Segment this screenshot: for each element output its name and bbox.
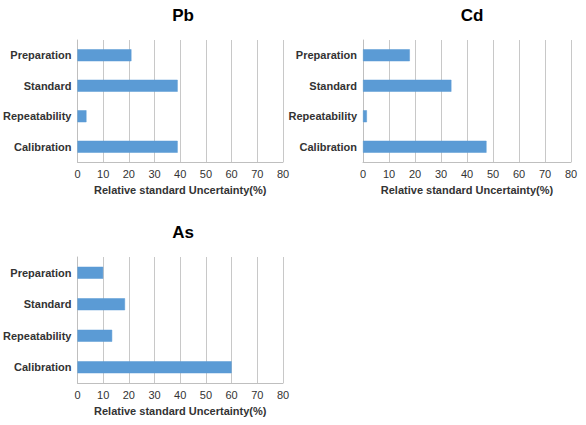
svg-text:Pb: Pb — [172, 6, 194, 25]
svg-text:Repeatability: Repeatability — [3, 330, 72, 342]
svg-text:Repeatability: Repeatability — [3, 110, 72, 122]
svg-text:20: 20 — [123, 168, 135, 180]
svg-text:Preparation: Preparation — [10, 49, 71, 61]
svg-text:20: 20 — [123, 389, 135, 401]
svg-text:70: 70 — [251, 168, 263, 180]
svg-text:70: 70 — [539, 168, 551, 180]
svg-text:60: 60 — [513, 168, 525, 180]
svg-text:40: 40 — [461, 168, 473, 180]
svg-text:80: 80 — [565, 168, 577, 180]
svg-text:Repeatability: Repeatability — [289, 110, 358, 122]
svg-text:20: 20 — [409, 168, 421, 180]
svg-text:Calibration: Calibration — [14, 361, 72, 373]
svg-text:Cd: Cd — [461, 6, 484, 25]
svg-text:70: 70 — [251, 389, 263, 401]
svg-text:Preparation: Preparation — [296, 49, 357, 61]
svg-text:Calibration: Calibration — [300, 141, 358, 153]
svg-text:80: 80 — [277, 168, 289, 180]
svg-text:0: 0 — [74, 389, 80, 401]
svg-text:30: 30 — [148, 168, 160, 180]
svg-text:Standard: Standard — [309, 80, 357, 92]
svg-text:Standard: Standard — [24, 298, 72, 310]
svg-text:30: 30 — [148, 389, 160, 401]
svg-text:50: 50 — [200, 389, 212, 401]
svg-text:60: 60 — [225, 389, 237, 401]
svg-text:Preparation: Preparation — [10, 267, 71, 279]
svg-text:Standard: Standard — [24, 80, 72, 92]
svg-text:60: 60 — [225, 168, 237, 180]
svg-text:Relative standard Uncertainty(: Relative standard Uncertainty(%) — [381, 184, 554, 196]
svg-text:10: 10 — [97, 389, 109, 401]
svg-text:Calibration: Calibration — [14, 141, 72, 153]
svg-text:80: 80 — [277, 389, 289, 401]
svg-text:Relative standard Uncertainty(: Relative standard Uncertainty(%) — [94, 184, 267, 196]
svg-text:40: 40 — [174, 168, 186, 180]
svg-text:40: 40 — [174, 389, 186, 401]
svg-text:50: 50 — [200, 168, 212, 180]
svg-text:0: 0 — [74, 168, 80, 180]
svg-text:10: 10 — [97, 168, 109, 180]
svg-text:Relative standard Uncertainty(: Relative standard Uncertainty(%) — [94, 405, 267, 417]
svg-text:0: 0 — [360, 168, 366, 180]
svg-text:As: As — [172, 223, 194, 242]
svg-text:30: 30 — [435, 168, 447, 180]
svg-text:10: 10 — [383, 168, 395, 180]
svg-text:50: 50 — [487, 168, 499, 180]
